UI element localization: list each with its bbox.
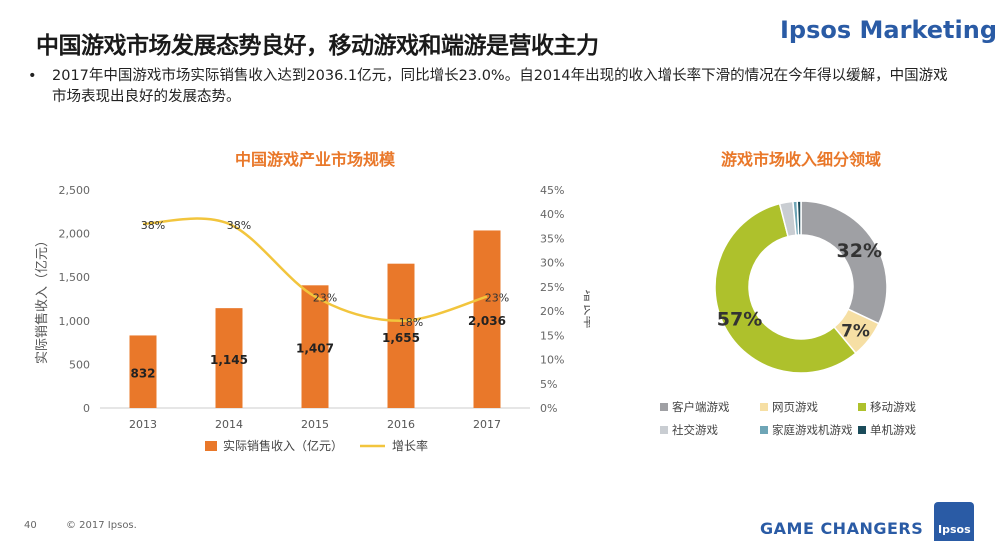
bar-2013 bbox=[129, 335, 157, 408]
y-tick-label: 1,500 bbox=[59, 271, 91, 284]
bullet-text: 2017年中国游戏市场实际销售收入达到2036.1亿元，同比增长23.0%。自2… bbox=[52, 68, 948, 105]
chart-title: 中国游戏产业市场规模 bbox=[235, 150, 396, 169]
bar-value-label: 1,407 bbox=[296, 342, 334, 356]
x-tick-label: 2017 bbox=[473, 418, 501, 431]
market-size-chart: 中国游戏产业市场规模 0 500 1,000 1,500 2,000 2,500 0% 5% 10… bbox=[34, 150, 590, 453]
legend-line-label: 增长率 bbox=[392, 438, 428, 453]
growth-rate-label: 18% bbox=[399, 316, 423, 329]
bar-2016 bbox=[387, 263, 415, 408]
ipsos-logo: Ipsos bbox=[934, 502, 974, 541]
legend-swatch bbox=[760, 403, 768, 411]
growth-rate-label: 38% bbox=[227, 219, 251, 232]
bar-value-label: 1,145 bbox=[210, 353, 248, 367]
legend-label: 移动游戏 bbox=[870, 400, 916, 414]
legend-label: 家庭游戏机游戏 bbox=[772, 423, 853, 437]
y-tick-label: 1,000 bbox=[59, 315, 91, 328]
y2-tick-label: 30% bbox=[540, 257, 564, 270]
y2-tick-label: 5% bbox=[540, 378, 557, 391]
legend-label: 单机游戏 bbox=[870, 423, 916, 437]
summary-bullet: • 2017年中国游戏市场实际销售收入达到2036.1亿元，同比增长23.0%。… bbox=[28, 66, 958, 108]
legend-swatch bbox=[760, 426, 768, 434]
growth-rate-label: 23% bbox=[313, 292, 337, 305]
bar-value-label: 2,036 bbox=[468, 314, 506, 328]
legend-swatch bbox=[660, 426, 668, 434]
donut-slice bbox=[796, 200, 802, 236]
x-tick-label: 2015 bbox=[301, 418, 329, 431]
x-tick-label: 2014 bbox=[215, 418, 243, 431]
bar-2017 bbox=[473, 230, 501, 408]
y2-tick-label: 25% bbox=[540, 281, 564, 294]
x-tick-label: 2013 bbox=[129, 418, 157, 431]
y2-tick-label: 10% bbox=[540, 354, 564, 367]
y2-tick-label: 0% bbox=[540, 402, 557, 415]
donut-slice bbox=[714, 202, 857, 374]
y2-tick-label: 40% bbox=[540, 208, 564, 221]
donut-slice bbox=[800, 200, 888, 325]
slice-label: 7% bbox=[841, 321, 870, 341]
y-tick-label: 0 bbox=[83, 402, 90, 415]
y2-tick-label: 35% bbox=[540, 232, 564, 245]
page-title: 中国游戏市场发展态势良好，移动游戏和端游是营收主力 bbox=[36, 33, 599, 59]
brand-logo-text: Ipsos Marketing bbox=[780, 16, 995, 44]
x-tick-label: 2016 bbox=[387, 418, 415, 431]
y2-tick-label: 20% bbox=[540, 305, 564, 318]
bar-value-label: 1,655 bbox=[382, 331, 420, 345]
growth-rate-label: 23% bbox=[485, 292, 509, 305]
legend-bar-swatch bbox=[205, 441, 217, 451]
legend-bar-label: 实际销售收入（亿元） bbox=[223, 438, 343, 453]
y-axis-label: 实际销售收入（亿元） bbox=[34, 234, 50, 364]
y2-tick-label: 45% bbox=[540, 184, 564, 197]
bar-2015 bbox=[301, 285, 329, 408]
legend-label: 社交游戏 bbox=[672, 423, 718, 437]
legend-label: 客户端游戏 bbox=[672, 400, 730, 414]
legend-swatch bbox=[858, 426, 866, 434]
y-tick-label: 500 bbox=[69, 358, 90, 371]
growth-rate-line bbox=[142, 217, 488, 323]
y2-axis-label: 增长率 bbox=[581, 289, 590, 328]
legend-swatch bbox=[660, 403, 668, 411]
slice-label: 57% bbox=[717, 308, 762, 330]
chart-title: 游戏市场收入细分领域 bbox=[721, 150, 881, 169]
copyright: © 2017 Ipsos. bbox=[66, 520, 137, 531]
growth-rate-label: 38% bbox=[141, 219, 165, 232]
slice-label: 32% bbox=[837, 240, 882, 262]
page-number: 40 bbox=[24, 520, 37, 531]
y2-tick-label: 15% bbox=[540, 329, 564, 342]
legend-label: 网页游戏 bbox=[772, 400, 818, 414]
bar-2014 bbox=[215, 308, 243, 408]
tagline: GAME CHANGERS bbox=[760, 519, 924, 538]
legend-swatch bbox=[858, 403, 866, 411]
bar-value-label: 832 bbox=[130, 367, 155, 381]
y-tick-label: 2,000 bbox=[59, 228, 91, 241]
logo-text: Ipsos bbox=[938, 523, 971, 536]
bullet-marker: • bbox=[28, 68, 37, 84]
y-tick-label: 2,500 bbox=[59, 184, 91, 197]
